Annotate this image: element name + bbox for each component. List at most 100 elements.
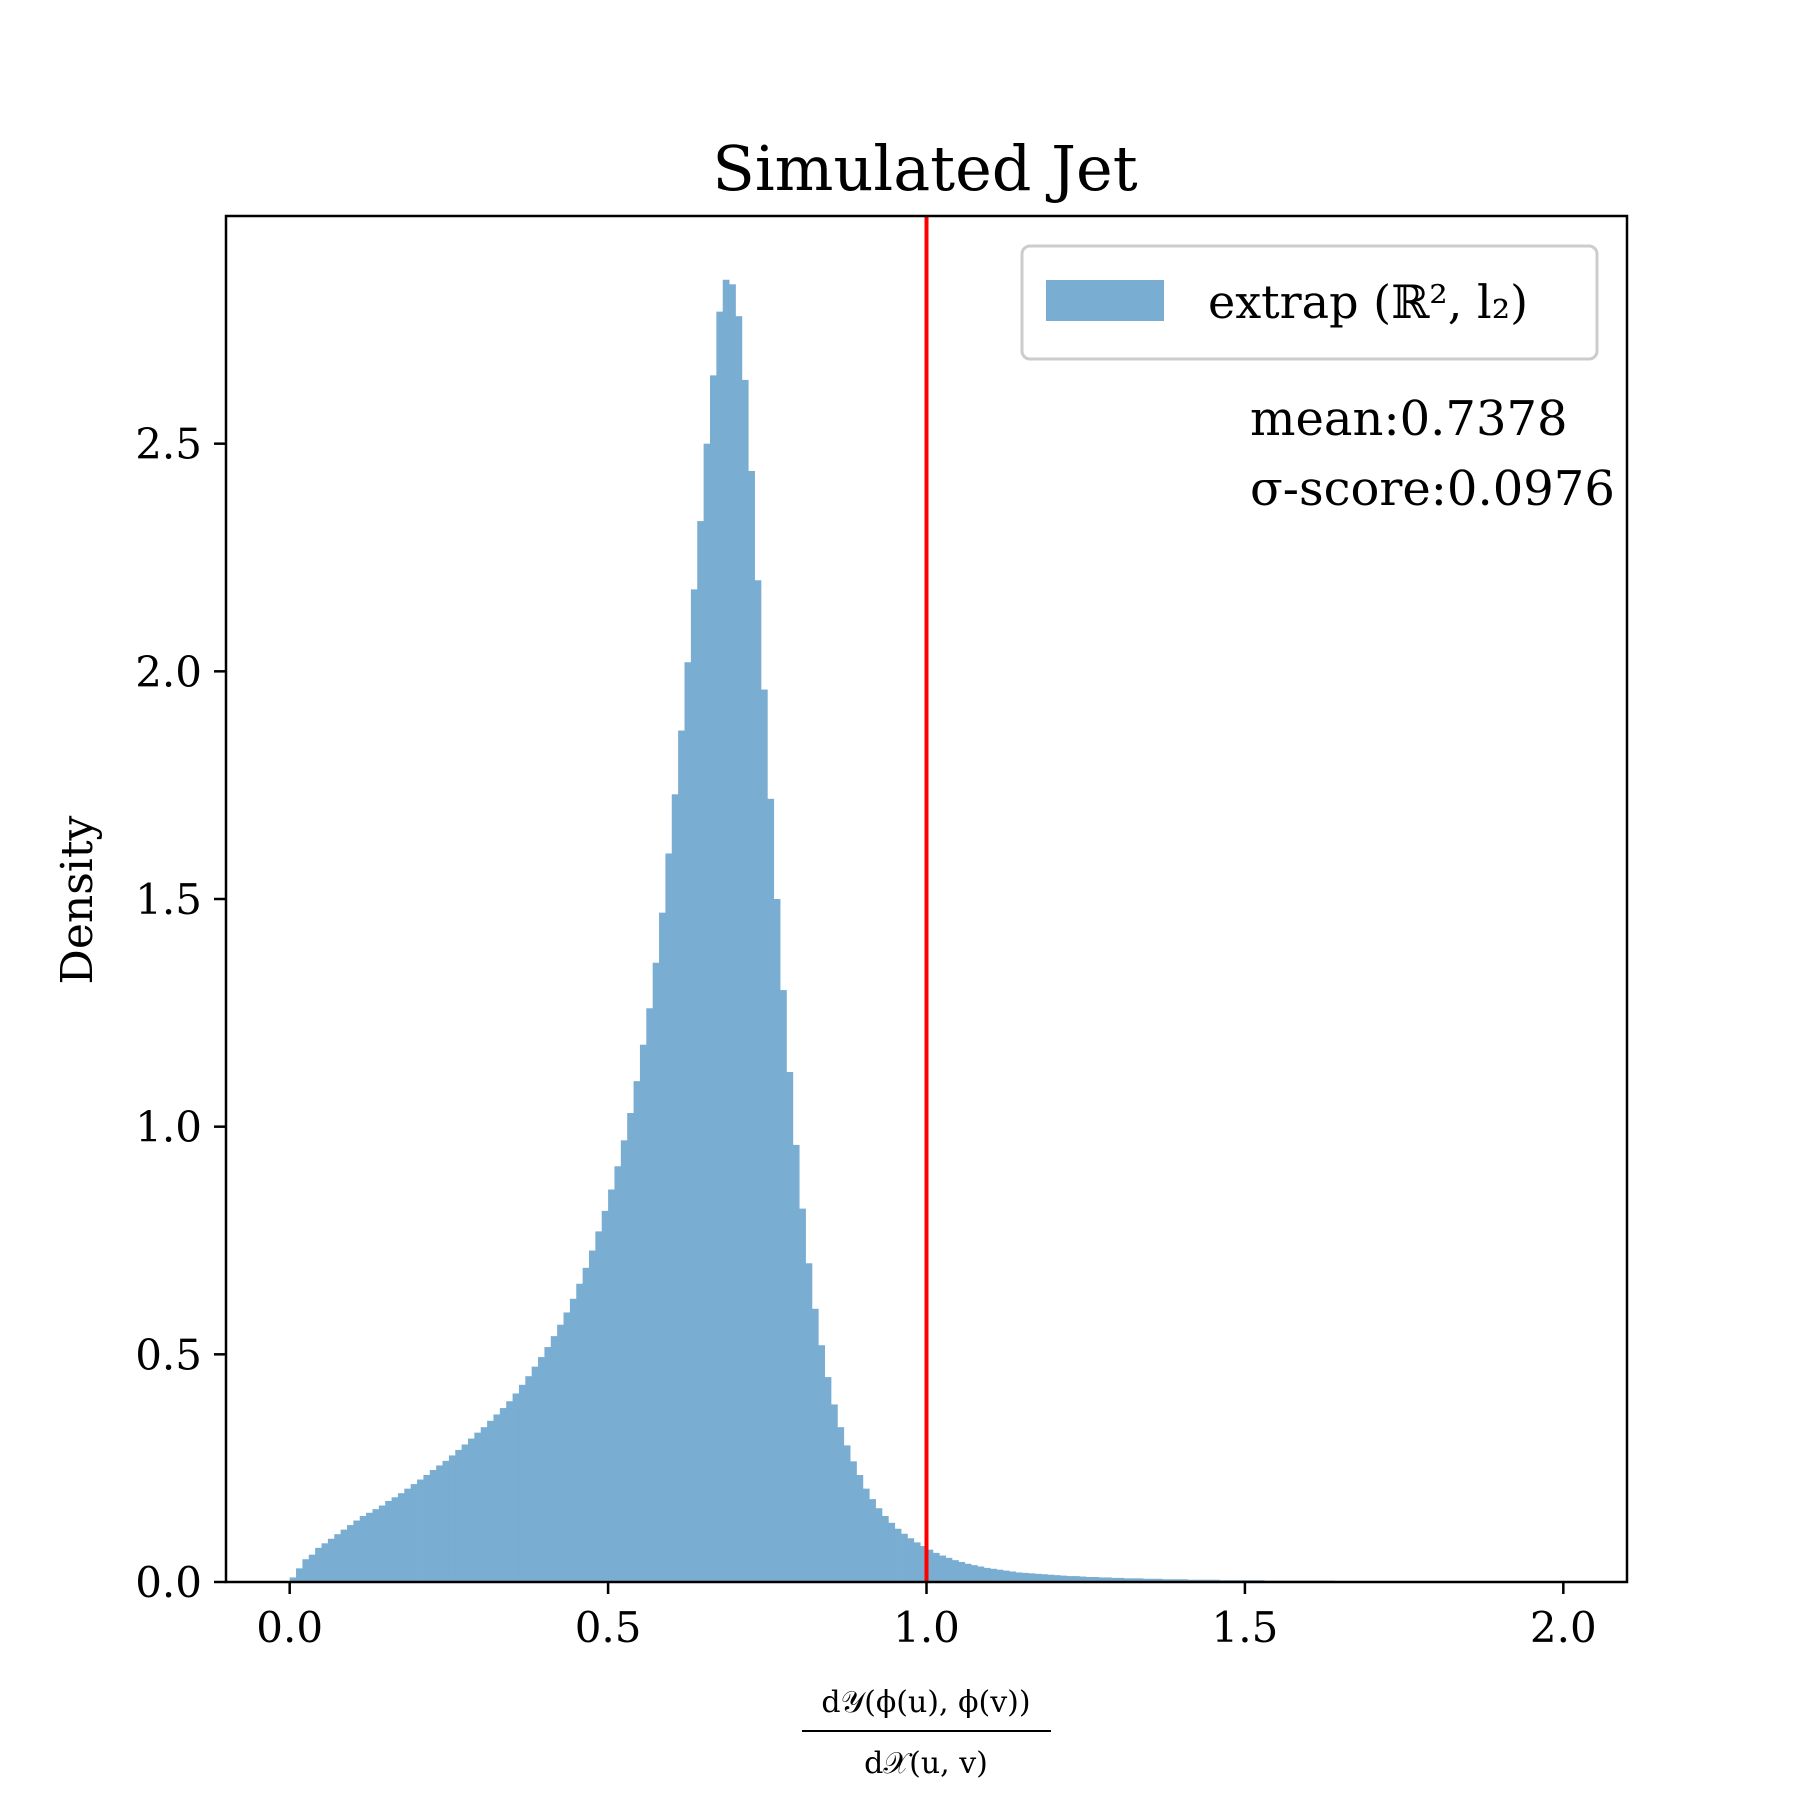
histogram-bar [741,379,749,1582]
histogram-bar [951,1560,959,1582]
histogram-bar [824,1377,832,1582]
histogram-bar [467,1438,475,1582]
histogram-bar [830,1404,838,1582]
histogram-bar [296,1568,303,1582]
histogram-bar [1072,1576,1080,1582]
histogram-bar [327,1538,335,1582]
histogram-bar [525,1376,533,1582]
histogram-bar [837,1427,845,1582]
histogram-bar [1181,1579,1188,1582]
histogram-bar [964,1563,972,1582]
histogram-bar [639,1044,647,1582]
histogram-bars [289,279,1564,1583]
histogram-bar [773,899,781,1582]
histogram-bar [913,1542,921,1582]
histogram-bar [850,1461,857,1582]
y-tick-label: 1.5 [135,875,202,924]
histogram-bar [811,1308,819,1582]
histogram-bar [346,1525,354,1582]
histogram-bar [487,1420,494,1582]
histogram-bar [1041,1574,1048,1582]
x-tick-label: 0.0 [256,1603,323,1652]
histogram-bar [557,1324,564,1582]
histogram-bar [620,1140,628,1582]
histogram-bar [990,1568,997,1582]
histogram-bar [506,1401,513,1582]
histogram-bar [334,1534,342,1582]
histogram-bar [862,1488,870,1582]
histogram-bar [397,1493,405,1582]
histogram-bar [480,1427,488,1582]
histogram-bar [907,1538,915,1582]
histogram-bar [442,1460,450,1582]
x-tick-label: 1.0 [893,1603,960,1652]
histogram-bar [321,1543,329,1582]
histogram-bar [1143,1578,1150,1582]
histogram-bar [881,1515,889,1582]
histogram-bar [1060,1575,1067,1582]
histogram-bar [709,375,717,1582]
histogram-bar [1034,1573,1042,1582]
histogram-bar [385,1500,392,1582]
histogram-bar [455,1449,463,1582]
histogram-bar [315,1547,322,1582]
histogram-bar [1123,1578,1131,1582]
histogram-bar [499,1408,507,1582]
histogram-bar [417,1479,424,1582]
histogram-bar [875,1508,883,1582]
histogram-bar [1009,1571,1017,1582]
y-tick-label: 0.5 [135,1330,202,1379]
histogram-bar [799,1208,806,1582]
histogram-bar [448,1455,456,1582]
x-axis-label: d𝒴(ϕ(u), ϕ(v)) d𝒳(u, v) [802,1685,1051,1781]
histogram-bar [786,1072,794,1582]
histogram-bar [372,1509,380,1582]
histogram-bar [531,1366,539,1582]
histogram-bar [843,1445,851,1582]
y-axis-ticks: 0.0 0.5 1.0 1.5 2.0 2.5 [135,420,226,1607]
legend: extrap (ℝ², l₂) [1020,244,1599,361]
legend-box [1020,244,1599,361]
histogram-bar [671,794,679,1582]
histogram-bar [1079,1576,1087,1582]
histogram-bar [518,1384,526,1582]
histogram-bar [614,1166,622,1582]
histogram-bar [1149,1578,1157,1582]
histogram-bar [1066,1576,1074,1582]
histogram-bar [588,1250,596,1582]
histogram-bar [716,311,724,1582]
histogram-bar [423,1474,431,1582]
histogram-bar [404,1488,412,1582]
histogram-bar [856,1474,864,1582]
histogram-bar [780,990,787,1582]
legend-label: extrap (ℝ², l₂) [1208,275,1528,329]
y-tick-label: 0.0 [135,1558,202,1607]
histogram-bar [538,1357,545,1582]
histogram-bar [582,1267,590,1582]
histogram-bar [869,1499,876,1582]
histogram-bar [340,1529,348,1582]
histogram-bar [410,1484,418,1582]
histogram-bar [659,912,666,1582]
histogram-bar [1130,1578,1138,1582]
histogram-bar [493,1414,501,1582]
histogram-bar [1174,1579,1182,1582]
histogram-bar [289,1577,297,1582]
histogram-bar [366,1512,373,1582]
histogram-bar [1111,1577,1118,1582]
histogram-bar [652,962,660,1582]
histogram-bar [378,1505,386,1582]
histogram-bar [1136,1578,1144,1582]
histogram-bar [1168,1579,1176,1582]
histogram-bar [697,521,705,1583]
sigma-score-annotation: σ-score:0.0976 [1250,461,1615,517]
histogram-bar [818,1345,826,1582]
histogram-bar [569,1298,577,1582]
histogram-bar [939,1555,947,1582]
histogram-bar [1117,1577,1125,1582]
histogram-bar [1028,1573,1036,1582]
histogram-bar [684,662,692,1582]
histogram-bar [1104,1577,1112,1582]
histogram-bar [888,1522,896,1582]
